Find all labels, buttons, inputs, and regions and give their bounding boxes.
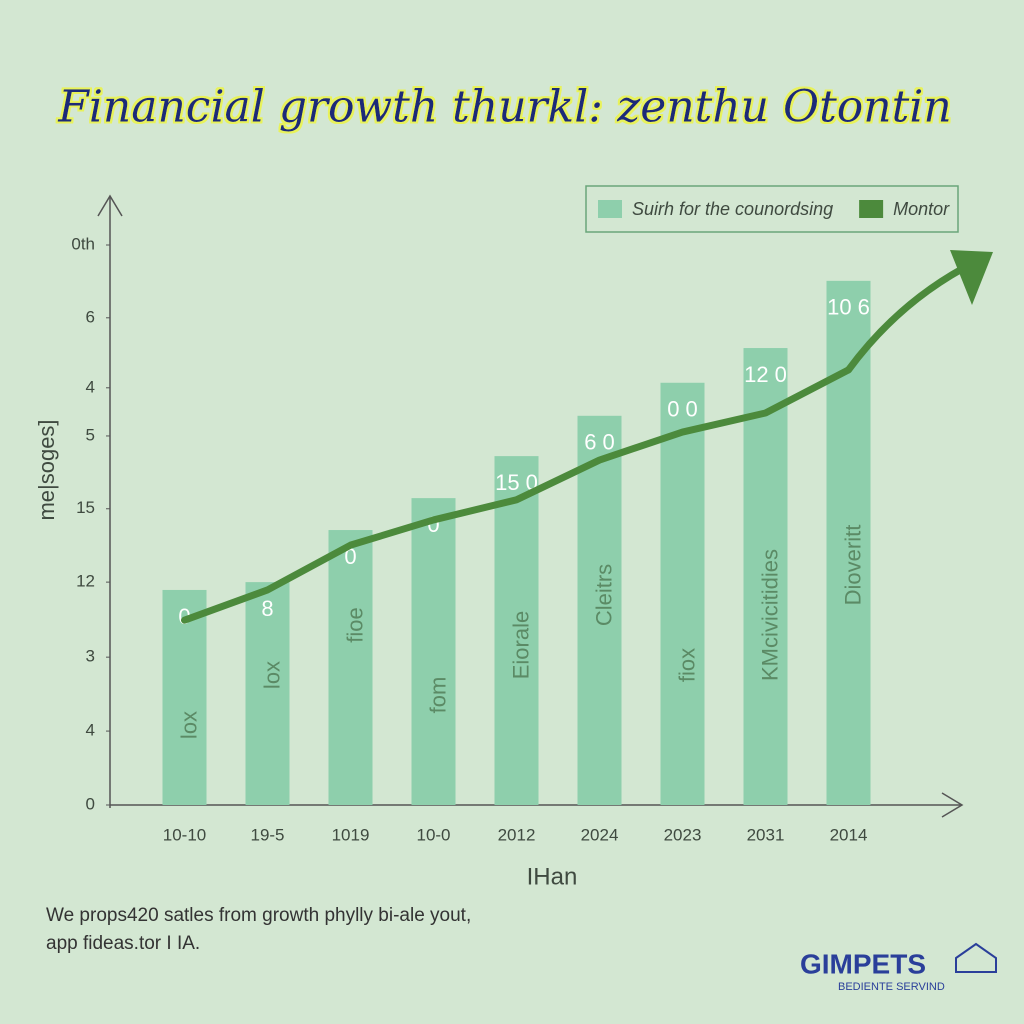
bar-note: 10 6 [827, 295, 870, 320]
bar-inner-note: lox [176, 711, 201, 739]
footer-line: We props420 satles from growth phylly bi… [46, 905, 471, 926]
y-tick-label: 0 [86, 794, 95, 813]
bar-inner-note: Dioveritt [840, 525, 865, 606]
trend-line [181, 366, 852, 624]
bar [660, 382, 705, 805]
x-axis-arrow [941, 792, 964, 818]
bar [245, 582, 290, 805]
x-tick-label: 10-10 [163, 825, 206, 844]
x-tick-label: 2023 [664, 825, 702, 844]
bar-note: 0 0 [667, 397, 698, 422]
bar [743, 348, 788, 805]
legend-swatch [859, 200, 884, 218]
logo-icon [955, 942, 997, 973]
bar [328, 530, 373, 805]
legend-box [585, 185, 959, 233]
y-tick-label: 15 [76, 498, 95, 517]
footer-line: app fideas.tor I IA. [46, 933, 200, 954]
y-tick-label: 4 [86, 377, 95, 396]
y-tick-label: 12 [76, 572, 95, 591]
legend-label: Montor [893, 199, 950, 219]
bar [494, 456, 539, 805]
bar-inner-note: KMcivicitidies [757, 549, 782, 681]
bar-inner-note: Eiorale [508, 611, 533, 679]
y-tick-label: 5 [86, 425, 95, 444]
y-tick-label: 6 [86, 307, 95, 326]
bar-note: 8 [261, 596, 273, 621]
x-tick-label: 1019 [332, 825, 370, 844]
x-tick-label: 2012 [498, 825, 536, 844]
bar-inner-note: fiox [674, 648, 699, 682]
bar [577, 415, 622, 805]
legend-label: Suirh for the counordsing [632, 199, 833, 219]
bar-inner-note: fom [425, 677, 450, 714]
x-tick-label: 2031 [747, 825, 785, 844]
logo-name: GIMPETS [800, 948, 926, 979]
y-axis-arrow [97, 194, 123, 217]
bar [411, 498, 456, 805]
logo-tagline: BEDIENTE SERVIND [838, 981, 945, 993]
chart-title: Financial growth thurkl: zenthu Otontin [57, 82, 951, 133]
y-tick-label: 0th [71, 234, 95, 253]
legend-swatch [598, 200, 622, 218]
bar [162, 589, 207, 805]
bar-inner-note: Cleitrs [591, 564, 616, 626]
bar-note: 6 0 [584, 430, 615, 455]
bar-note: 12 0 [744, 362, 787, 387]
trend-arrowhead [950, 250, 993, 305]
y-tick-label: 3 [86, 647, 95, 666]
bar-inner-note: lox [259, 661, 284, 689]
x-tick-label: 10-0 [416, 825, 450, 844]
x-tick-label: 2024 [581, 825, 619, 844]
x-tick-label: 19-5 [250, 825, 284, 844]
y-axis-label: me|soges] [34, 419, 59, 520]
bar-inner-note: fioe [342, 607, 367, 642]
y-tick-label: 4 [86, 721, 95, 740]
x-axis-label: IHan [527, 863, 578, 890]
trend-arrow [845, 258, 979, 374]
x-tick-label: 2014 [830, 825, 868, 844]
